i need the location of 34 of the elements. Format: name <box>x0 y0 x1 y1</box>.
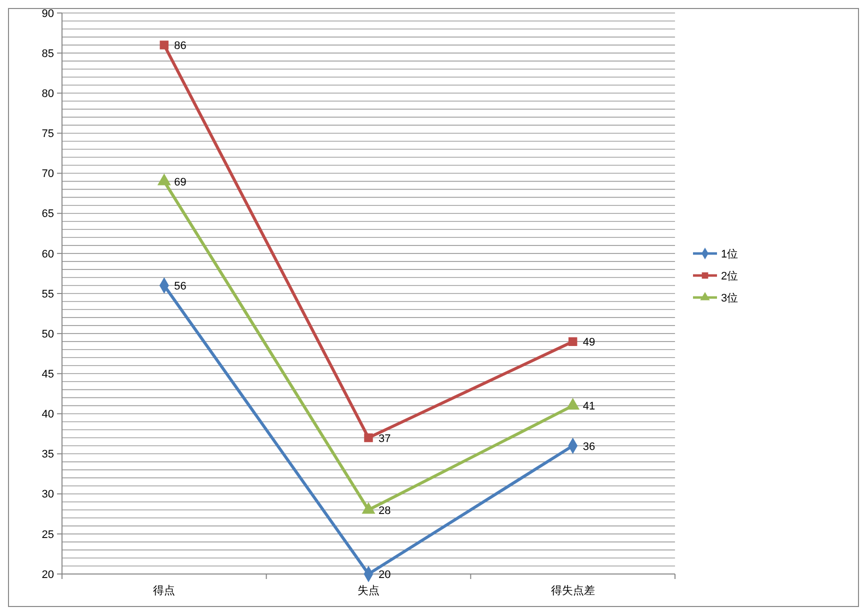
legend-label: 2位 <box>721 270 738 282</box>
y-tick-label: 35 <box>42 448 54 461</box>
y-tick-label: 45 <box>42 368 54 380</box>
data-label: 49 <box>582 336 596 349</box>
point <box>158 174 171 186</box>
y-tick-label: 50 <box>42 328 54 340</box>
y-tick-label: 40 <box>42 408 54 421</box>
data-label: 20 <box>378 569 391 581</box>
point <box>568 337 578 346</box>
y-tick-label: 85 <box>42 48 54 60</box>
y-tick-label: 65 <box>42 208 54 220</box>
x-tick-label: 失点 <box>358 584 380 597</box>
y-tick-label: 70 <box>42 168 54 180</box>
data-label: 86 <box>174 40 186 52</box>
legend-label: 3位 <box>721 292 738 304</box>
y-tick-label: 75 <box>42 128 54 140</box>
data-label: 36 <box>582 440 596 453</box>
y-tick-label: 30 <box>42 488 54 501</box>
y-tick-label: 60 <box>42 248 54 260</box>
y-tick-label: 80 <box>42 88 54 100</box>
x-tick-label: 得点 <box>153 584 176 597</box>
y-tick-label: 90 <box>42 8 54 20</box>
x-tick-label: 得失点差 <box>550 584 595 597</box>
point <box>160 40 169 50</box>
data-label: 56 <box>174 280 186 292</box>
legend-label: 1位 <box>721 248 738 260</box>
point <box>364 433 373 442</box>
y-tick-label: 55 <box>42 288 54 300</box>
data-label: 41 <box>582 400 596 413</box>
data-label: 28 <box>378 504 391 517</box>
data-label: 69 <box>174 176 186 188</box>
data-label: 37 <box>378 432 391 445</box>
y-tick-label: 20 <box>42 568 54 581</box>
y-tick-label: 25 <box>42 528 54 541</box>
